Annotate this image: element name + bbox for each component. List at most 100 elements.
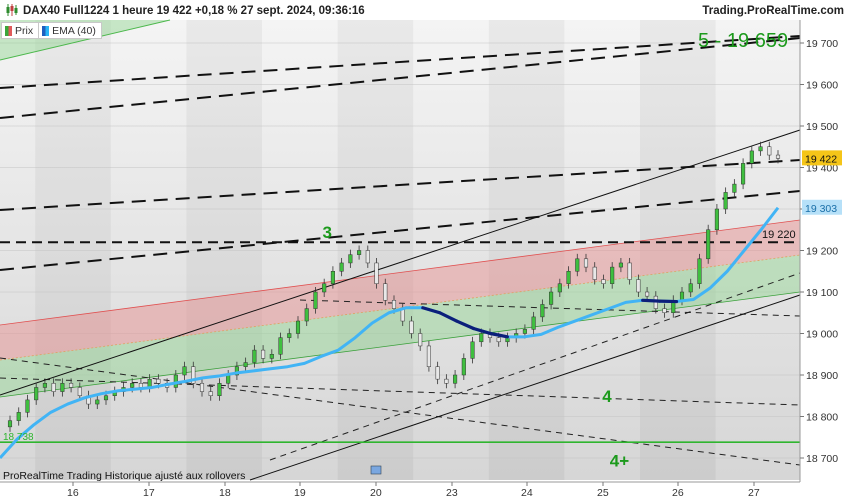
- candle: [391, 300, 397, 309]
- candle: [461, 358, 466, 376]
- candle: [540, 304, 545, 318]
- candle: [313, 291, 318, 309]
- price-marker-label: 19 422: [805, 153, 837, 165]
- x-tick-label: 20: [370, 487, 382, 499]
- candle: [16, 412, 21, 421]
- candle: [549, 291, 554, 305]
- candle: [706, 229, 711, 260]
- legend-label-ema: EMA (40): [52, 24, 96, 37]
- chart-title: DAX40 Full1224 1 heure 19 422 +0,18 % 27…: [23, 5, 365, 17]
- price-swatch-icon: [5, 25, 12, 36]
- candle: [522, 329, 527, 334]
- candle: [453, 374, 458, 384]
- site-label[interactable]: Trading.ProRealTime.com: [702, 5, 844, 17]
- ema-marker-label: 19 303: [805, 203, 837, 215]
- candle: [557, 283, 562, 293]
- candle: [531, 316, 536, 330]
- trend-line-dashed: [0, 159, 801, 211]
- candle: [252, 349, 257, 363]
- ema-segment-down: [641, 298, 662, 303]
- candle: [60, 383, 65, 392]
- ema-segment-down: [455, 319, 476, 331]
- x-tick-label: 17: [143, 487, 155, 499]
- candle: [618, 262, 623, 268]
- candle: [173, 374, 178, 388]
- candle: [269, 354, 274, 359]
- y-tick-label: 19 600: [806, 80, 838, 92]
- candle: [749, 150, 754, 164]
- y-tick-label: 19 400: [806, 163, 838, 175]
- y-tick-label: 19 000: [806, 329, 838, 341]
- candle: [25, 399, 30, 413]
- candle: [444, 378, 449, 384]
- candle: [51, 383, 56, 392]
- y-axis-background: [800, 20, 850, 482]
- legend-item-price[interactable]: Prix: [2, 23, 38, 38]
- wave-label: 4+: [610, 451, 629, 470]
- candle: [103, 395, 109, 401]
- red-channel-fill: [0, 220, 800, 360]
- y-tick-label: 19 500: [806, 121, 838, 133]
- candle: [583, 258, 589, 268]
- green-channel-fill: [0, 255, 800, 397]
- trend-line-thin: [269, 272, 801, 461]
- red-channel-line: [0, 219, 801, 326]
- wave-label: 4: [602, 387, 612, 406]
- day-band: [640, 20, 716, 480]
- ema-segment-down: [488, 331, 509, 339]
- candle: [339, 262, 344, 272]
- price-marker: [802, 150, 842, 166]
- candle: [69, 383, 74, 388]
- legend: Prix EMA (40): [1, 22, 102, 39]
- wave-label: 3: [322, 223, 331, 242]
- legend-item-ema[interactable]: EMA (40): [38, 23, 101, 38]
- y-tick-label: 19 100: [806, 287, 838, 299]
- candle: [261, 349, 266, 359]
- ema-swatch-icon: [42, 25, 50, 36]
- candle: [330, 271, 335, 284]
- candle: [732, 183, 737, 193]
- candle: [645, 291, 650, 297]
- candle: [714, 208, 719, 230]
- candle: [348, 254, 353, 264]
- candle: [208, 391, 213, 397]
- candle: [775, 154, 781, 159]
- candle: [470, 341, 475, 359]
- candle: [697, 258, 702, 284]
- y-tick-label: 18 800: [806, 412, 838, 424]
- candle: [357, 250, 362, 255]
- candle: [374, 262, 379, 284]
- x-tick-label: 18: [219, 487, 231, 499]
- candle: [479, 333, 484, 343]
- candle: [191, 366, 196, 384]
- candle: [767, 146, 772, 156]
- candle: [426, 345, 431, 367]
- candle: [636, 279, 641, 293]
- candle: [435, 366, 440, 380]
- candle: [287, 333, 292, 338]
- candle: [95, 399, 100, 405]
- level-label: 19 220: [762, 229, 796, 241]
- candle: [496, 337, 501, 343]
- trend-line-thin: [0, 377, 801, 406]
- candle: [304, 308, 309, 322]
- candle: [688, 283, 693, 293]
- candle: [182, 366, 187, 376]
- trend-line-solid: [0, 129, 801, 396]
- candles-icon: [5, 3, 19, 17]
- candle: [758, 146, 763, 152]
- plot-background: [0, 20, 800, 480]
- candle: [610, 266, 615, 284]
- x-tick-label: 26: [672, 487, 684, 499]
- x-tick-label: 23: [446, 487, 458, 499]
- ema-marker: [802, 199, 842, 215]
- candle: [592, 266, 597, 280]
- candle: [741, 163, 746, 185]
- candle: [295, 320, 301, 334]
- candle: [138, 383, 143, 388]
- candle: [679, 291, 685, 301]
- footer-note: ProRealTime Trading Historique ajusté au…: [3, 470, 246, 482]
- x-tick-label: 16: [67, 487, 79, 499]
- candle: [199, 383, 205, 392]
